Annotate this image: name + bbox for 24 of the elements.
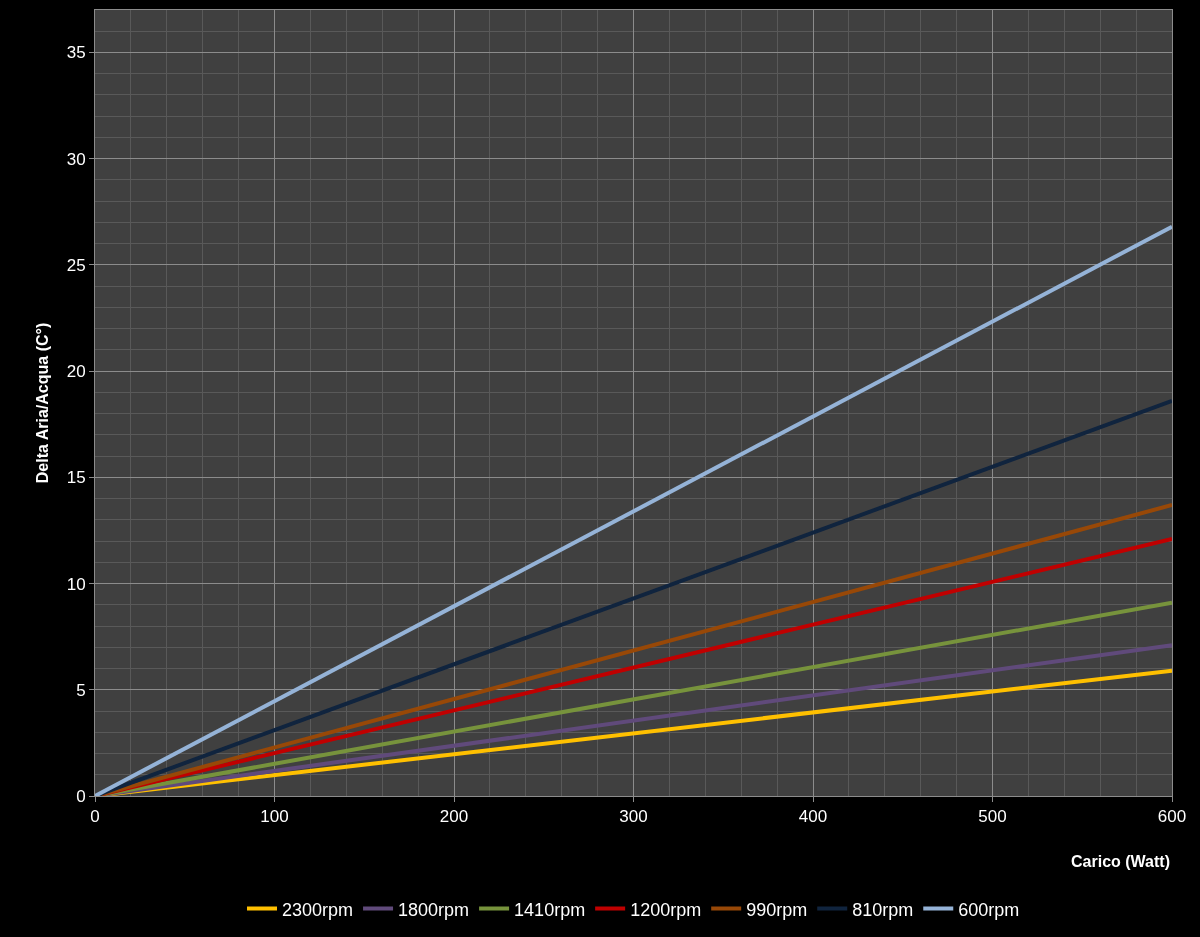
x-tick-label: 300	[619, 807, 648, 827]
x-tick-label: 200	[439, 807, 469, 827]
y-axis-title: Delta Aria/Acqua (C°)	[33, 322, 51, 484]
legend-label: 1410rpm	[514, 899, 586, 920]
y-tick-label: 20	[66, 362, 86, 382]
y-tick-label: 30	[66, 149, 86, 169]
legend-label: 990rpm	[746, 899, 808, 920]
x-tick-label: 400	[798, 807, 828, 827]
legend-label: 2300rpm	[282, 899, 354, 920]
y-tick-label: 10	[66, 574, 86, 594]
y-tick-label: 5	[76, 680, 86, 700]
legend-label: 810rpm	[852, 899, 914, 920]
x-tick-label: 500	[978, 807, 1007, 827]
x-tick-label: 600	[1157, 807, 1187, 827]
y-tick-label: 0	[76, 786, 86, 806]
legend-label: 1200rpm	[630, 899, 702, 920]
y-tick-label: 25	[66, 255, 86, 275]
x-tick-label: 100	[260, 807, 289, 827]
x-tick-label: 0	[90, 807, 100, 827]
legend-label: 600rpm	[958, 899, 1020, 920]
y-tick-label: 35	[66, 43, 86, 63]
legend-label: 1800rpm	[398, 899, 470, 920]
y-tick-label: 15	[66, 468, 86, 488]
x-axis-title: Carico (Watt)	[1071, 853, 1170, 870]
